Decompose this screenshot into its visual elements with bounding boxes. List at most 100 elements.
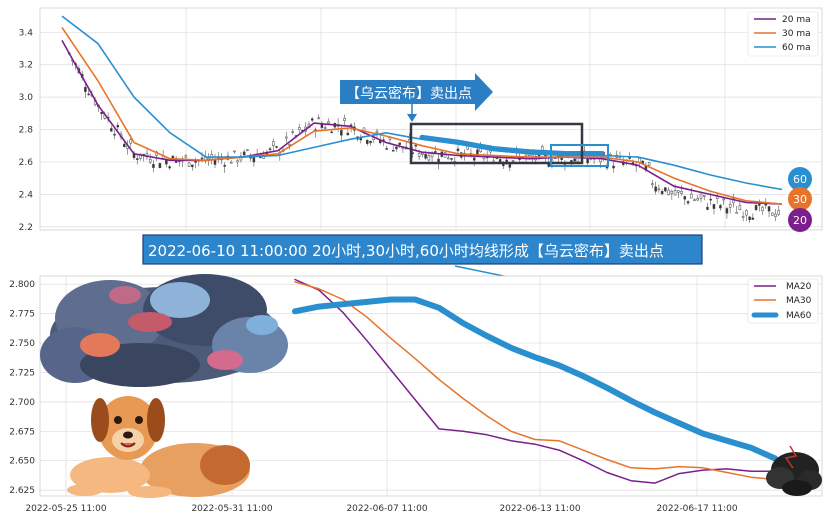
banner-text: 2022-06-10 11:00:00 20小时,30小时,60小时均线形成【乌… bbox=[148, 242, 664, 260]
candle-body bbox=[702, 195, 706, 197]
candle-body bbox=[664, 187, 667, 192]
candle-body bbox=[291, 131, 295, 133]
candle-body bbox=[213, 160, 217, 165]
top-ytick-label: 2.8 bbox=[19, 126, 34, 136]
candle-body bbox=[728, 203, 732, 208]
bottom-chart: 2.625 2.650 2.675 2.700 2.725 2.750 2.775 2.800… bbox=[9, 274, 823, 514]
candle-body bbox=[391, 149, 395, 152]
candle-body bbox=[758, 203, 761, 206]
candle-body bbox=[696, 198, 700, 201]
end-badges: 60 30 20 bbox=[788, 167, 812, 232]
bottom-xtick-label: 2022-06-07 11:00 bbox=[346, 504, 427, 514]
bottom-ytick-label: 2.750 bbox=[9, 339, 35, 349]
candle-body bbox=[647, 162, 651, 166]
bottom-ytick-label: 2.800 bbox=[9, 280, 35, 290]
candle-body bbox=[754, 205, 758, 211]
candle-body bbox=[654, 186, 657, 192]
candle-body bbox=[158, 163, 162, 169]
candle-body bbox=[628, 157, 631, 159]
legend-20ma: 20 ma bbox=[782, 15, 811, 25]
candle-body bbox=[320, 124, 324, 128]
legend-ma60: MA60 bbox=[786, 311, 812, 321]
candle-body bbox=[123, 143, 126, 147]
candle-body bbox=[327, 121, 330, 124]
candle-body bbox=[712, 204, 716, 209]
bottom-xtick-label: 2022-05-31 11:00 bbox=[191, 504, 272, 514]
candle-body bbox=[511, 160, 515, 162]
candle-body bbox=[100, 112, 103, 114]
candle-body bbox=[366, 139, 369, 144]
dog-illustration bbox=[67, 396, 250, 498]
candle-body bbox=[252, 157, 256, 163]
candle-body bbox=[187, 162, 191, 167]
bottom-ytick-label: 2.775 bbox=[9, 310, 35, 320]
candle-body bbox=[152, 164, 155, 168]
candle-body bbox=[738, 205, 742, 211]
candle-body bbox=[398, 142, 401, 145]
candle-body bbox=[767, 206, 771, 212]
candle-body bbox=[498, 159, 502, 163]
annotation-arrow: 【乌云密布】卖出点 bbox=[340, 73, 493, 122]
candle-body bbox=[751, 217, 755, 220]
candle-body bbox=[135, 158, 139, 160]
candle-body bbox=[223, 164, 226, 167]
candle-body bbox=[427, 155, 431, 161]
top-line-60ma-highlight bbox=[419, 134, 605, 156]
badge-20 bbox=[788, 208, 812, 232]
candle-body bbox=[84, 87, 87, 92]
candle-body bbox=[194, 160, 197, 163]
candle-body bbox=[317, 117, 320, 120]
storm-cloud-illustration bbox=[40, 274, 288, 387]
candle-body bbox=[184, 155, 188, 158]
candle-body bbox=[323, 127, 327, 129]
candle-body bbox=[369, 140, 372, 144]
candle-body bbox=[375, 130, 379, 133]
badge-30-label: 30 bbox=[793, 193, 807, 206]
candle-body bbox=[771, 212, 774, 216]
candle-body bbox=[667, 189, 670, 195]
candle-body bbox=[586, 158, 589, 164]
candle-body bbox=[340, 130, 343, 136]
candle-body bbox=[246, 149, 249, 151]
candle-body bbox=[116, 125, 120, 128]
bottom-x-axis: 2022-05-25 11:00 2022-05-31 11:00 2022-06-… bbox=[25, 504, 737, 514]
bottom-ytick-label: 2.725 bbox=[9, 368, 35, 378]
candle-body bbox=[417, 153, 421, 157]
candle-body bbox=[777, 210, 781, 215]
candle-body bbox=[229, 161, 233, 164]
candle-body bbox=[725, 208, 729, 214]
candle-body bbox=[686, 201, 690, 204]
candle-body bbox=[272, 141, 275, 147]
signal-banner: 2022-06-10 11:00:00 20小时,30小时,60小时均线形成【乌… bbox=[142, 234, 703, 285]
badge-20-label: 20 bbox=[793, 214, 807, 227]
badge-60-label: 60 bbox=[793, 173, 807, 186]
candle-body bbox=[732, 198, 735, 203]
candle-body bbox=[275, 146, 278, 148]
cloud-cover-box bbox=[409, 122, 584, 165]
bottom-line-ma60 bbox=[292, 296, 778, 462]
candle-body bbox=[139, 153, 142, 159]
candle-body bbox=[434, 151, 437, 153]
top-y-axis: 2.2 2.4 2.6 2.8 3.0 3.2 3.4 bbox=[19, 28, 34, 232]
candle-body bbox=[421, 152, 424, 155]
candle-body bbox=[450, 158, 453, 160]
top-line-30-ma bbox=[61, 26, 783, 205]
candle-body bbox=[660, 191, 664, 194]
legend-30ma: 30 ma bbox=[782, 29, 811, 39]
candle-body bbox=[297, 126, 301, 130]
candle-body bbox=[683, 196, 687, 200]
bottom-xtick-label: 2022-06-17 11:00 bbox=[656, 504, 737, 514]
candle-body bbox=[233, 150, 236, 153]
top-legend: 20 ma 30 ma 60 ma bbox=[747, 11, 819, 57]
candle-body bbox=[651, 183, 654, 186]
candle-body bbox=[745, 210, 748, 216]
candle-body bbox=[722, 198, 725, 201]
candle-body bbox=[330, 131, 333, 134]
candle-body bbox=[148, 159, 152, 163]
bottom-ytick-label: 2.650 bbox=[9, 457, 35, 467]
candle-body bbox=[764, 204, 768, 206]
candle-body bbox=[735, 212, 738, 214]
candle-body bbox=[343, 118, 346, 121]
top-ytick-label: 3.2 bbox=[19, 61, 33, 71]
candle-body bbox=[200, 157, 204, 160]
